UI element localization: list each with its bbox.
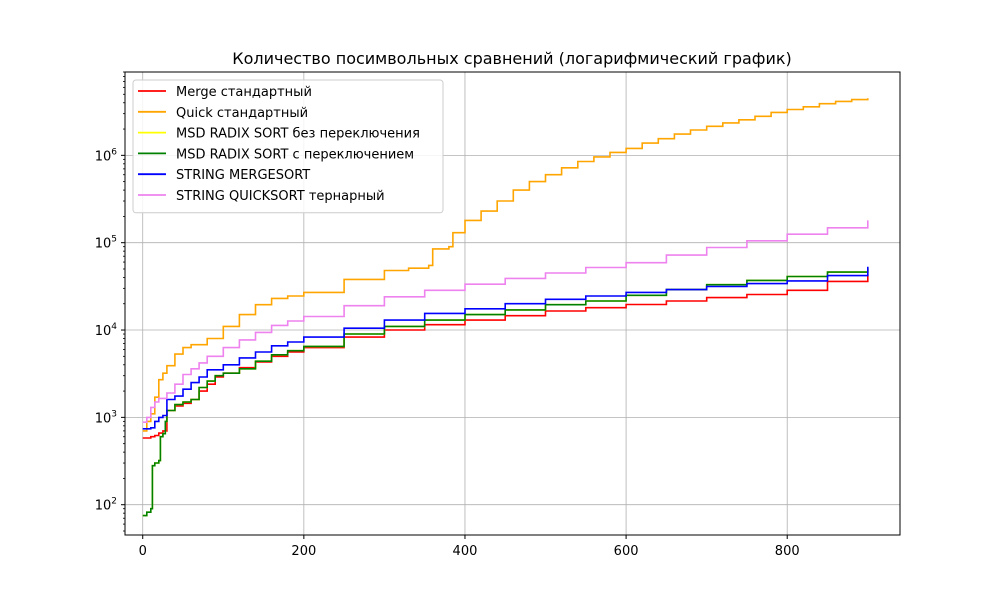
x-tick-label: 0 xyxy=(139,544,147,559)
y-tick-label: 102 xyxy=(95,497,117,514)
legend-label: STRING MERGESORT xyxy=(176,168,310,183)
x-tick-label: 400 xyxy=(453,544,478,559)
grid xyxy=(125,72,900,535)
y-tick-label: 105 xyxy=(95,235,117,252)
legend-label: STRING QUICKSORT тернарный xyxy=(176,189,385,204)
y-axis: 102 103 104 105 106 xyxy=(95,71,125,532)
series-line-5 xyxy=(142,220,869,423)
legend: Merge стандартный Quick стандартный MSD RA… xyxy=(132,79,444,214)
x-axis: 0 200 400 600 800 xyxy=(139,535,800,559)
legend-box xyxy=(132,79,444,214)
x-tick-label: 600 xyxy=(614,544,639,559)
legend-label: Quick стандартный xyxy=(176,106,308,121)
legend-label: Merge стандартный xyxy=(176,85,312,100)
y-tick-label: 103 xyxy=(95,409,117,426)
series-line-1 xyxy=(142,98,869,432)
y-tick-label: 106 xyxy=(95,147,118,164)
x-tick-label: 200 xyxy=(291,544,316,559)
legend-label: MSD RADIX SORT с переключением xyxy=(176,147,414,162)
chart-title: Количество посимвольных сравнений (логар… xyxy=(232,49,792,68)
series-lines xyxy=(142,98,869,517)
legend-label: MSD RADIX SORT без переключения xyxy=(176,127,420,142)
x-tick-label: 800 xyxy=(775,544,800,559)
series-line-3 xyxy=(142,268,869,517)
series-line-4 xyxy=(142,266,869,430)
y-tick-label: 104 xyxy=(95,322,118,339)
